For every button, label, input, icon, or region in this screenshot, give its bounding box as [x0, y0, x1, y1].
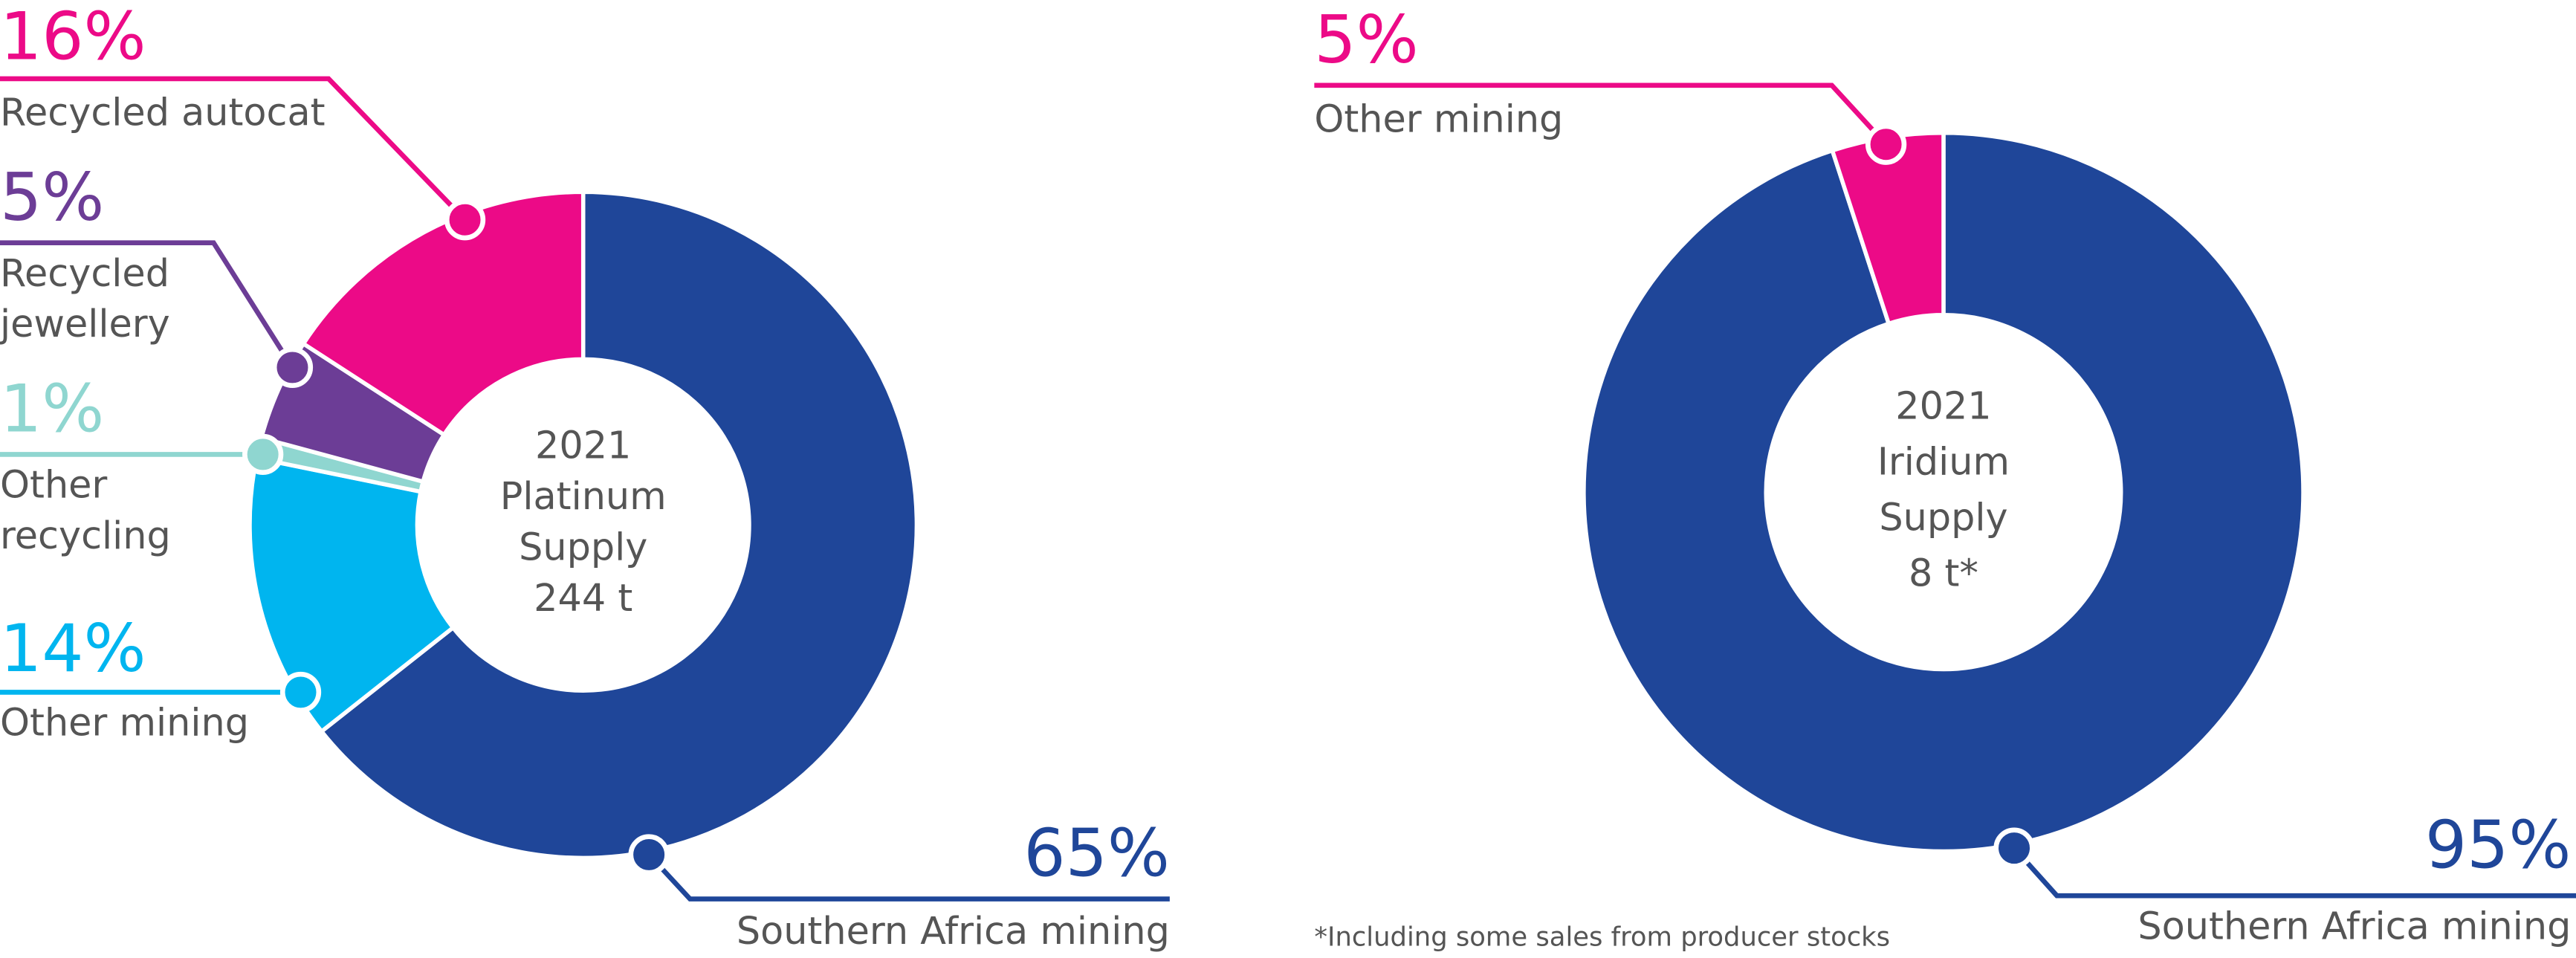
- center-label: Iridium: [1877, 440, 2010, 484]
- value-label: 14%: [0, 610, 146, 687]
- category-label: Other mining: [1314, 97, 1563, 140]
- category-label: Southern Africa mining: [737, 909, 1170, 953]
- leader-dot: [444, 199, 486, 241]
- category-label: Recycled jewellery: [0, 251, 170, 346]
- category-label: Other recycling: [0, 463, 171, 557]
- category-label: Recycled autocat: [0, 91, 326, 135]
- leader-line: [0, 240, 295, 369]
- center-label: 2021: [1895, 384, 1991, 428]
- footnote: *Including some sales from producer stoc…: [1314, 922, 1890, 953]
- donut-segment: [1829, 131, 1946, 326]
- center-label: Platinum: [500, 474, 667, 518]
- leader-line: [1314, 82, 1889, 146]
- center-label: 8 t*: [1909, 551, 1978, 595]
- donut-segment: [247, 456, 456, 734]
- leader-dot: [1865, 123, 1907, 165]
- category-label: Southern Africa mining: [2138, 904, 2571, 948]
- leader-dot: [279, 671, 322, 713]
- value-label: 16%: [0, 0, 146, 75]
- leader-dot: [271, 346, 314, 389]
- value-label: 95%: [2425, 807, 2572, 884]
- value-label: 65%: [1023, 815, 1170, 892]
- value-label: 1%: [0, 371, 104, 447]
- leader-dot: [1993, 827, 2035, 869]
- center-label: Supply: [1879, 496, 2007, 540]
- center-label: 244 t: [534, 576, 632, 620]
- donut-segment: [318, 190, 919, 861]
- donut-segment: [300, 190, 586, 438]
- leader-line: [0, 76, 467, 222]
- donut-segment: [1582, 131, 2305, 854]
- category-label: Other mining: [0, 701, 249, 745]
- center-label: 2021: [535, 424, 631, 467]
- value-label: 5%: [0, 159, 104, 236]
- value-label: 5%: [1314, 1, 1418, 78]
- leader-dot: [628, 834, 670, 876]
- leader-line: [2012, 846, 2576, 899]
- center-label: Supply: [519, 525, 647, 569]
- leader-dot: [242, 433, 284, 475]
